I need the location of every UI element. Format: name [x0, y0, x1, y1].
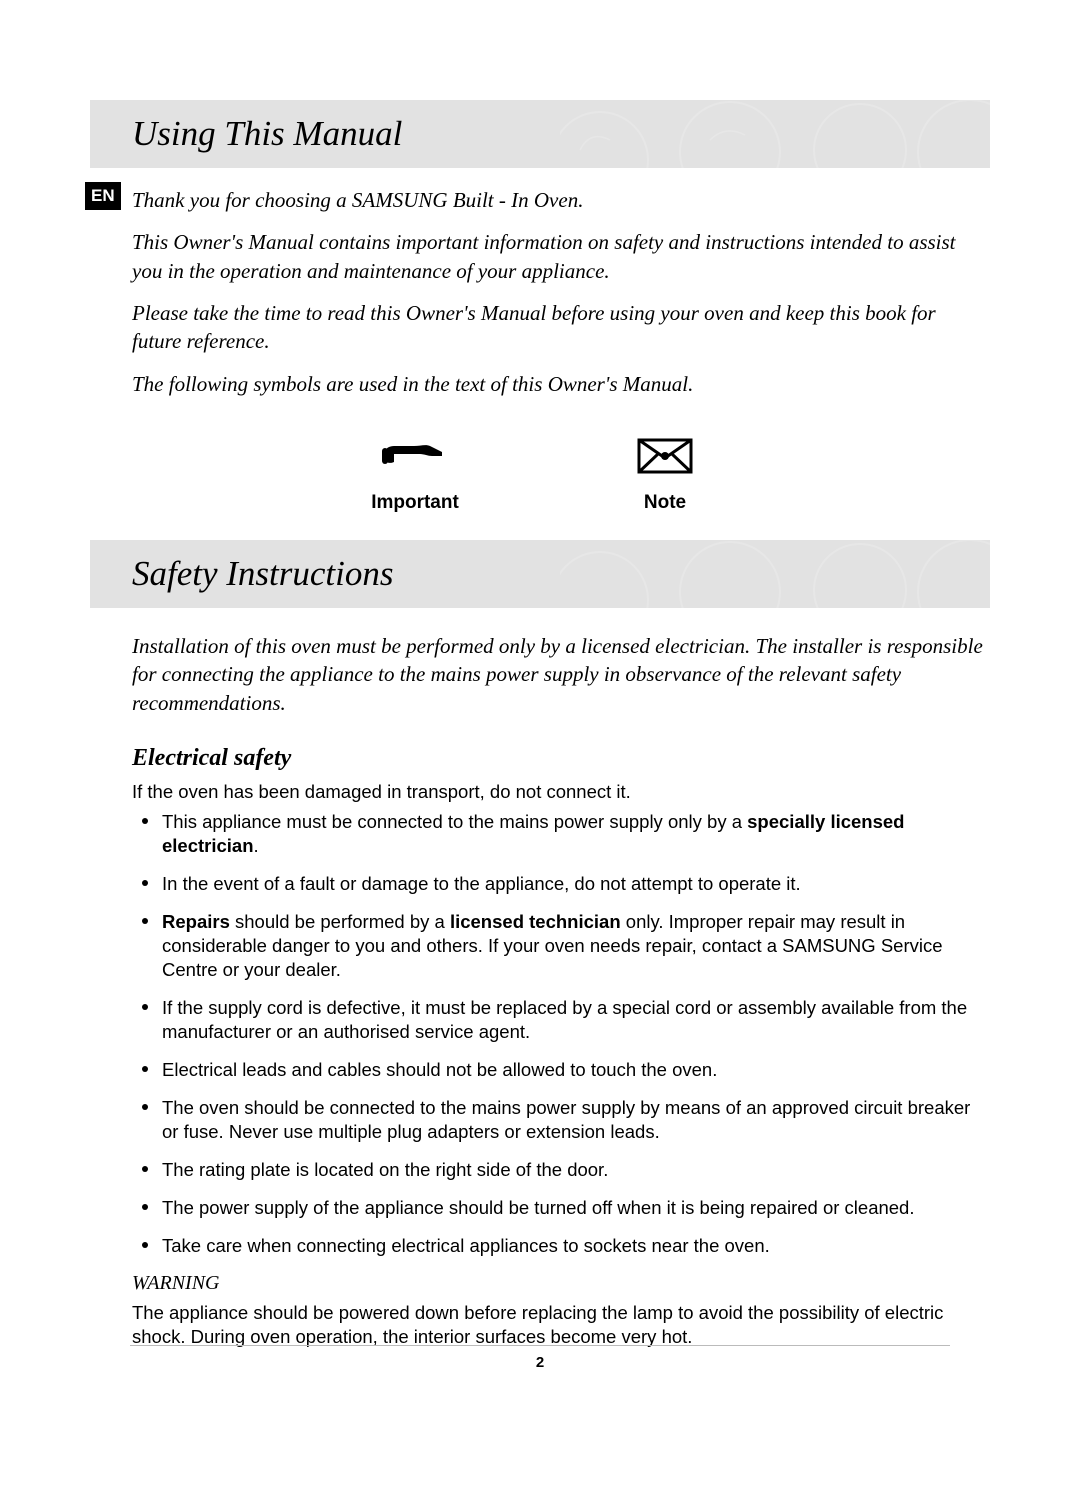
heading-decoration: [560, 100, 990, 168]
page-number: 2: [536, 1354, 544, 1371]
section-heading-text: Using This Manual: [132, 114, 402, 153]
list-item: The rating plate is located on the right…: [132, 1158, 990, 1182]
page-content: Using This Manual Thank you for choosing…: [90, 100, 990, 1355]
heading-decoration: [560, 540, 990, 608]
symbol-note: Note: [585, 430, 745, 514]
section-heading-using-manual: Using This Manual: [90, 100, 990, 168]
section-heading-safety: Safety Instructions: [90, 540, 990, 608]
list-item: Repairs should be performed by a license…: [132, 910, 990, 982]
list-item: In the event of a fault or damage to the…: [132, 872, 990, 896]
warning-label: WARNING: [132, 1272, 990, 1295]
list-item: The oven should be connected to the main…: [132, 1096, 990, 1144]
intro-block: Thank you for choosing a SAMSUNG Built -…: [132, 186, 990, 398]
envelope-icon: [585, 430, 745, 482]
symbols-row: Important Note: [90, 430, 990, 514]
symbol-important-label: Important: [335, 492, 495, 514]
intro-para-3: Please take the time to read this Owner'…: [132, 299, 990, 356]
list-item: This appliance must be connected to the …: [132, 810, 990, 858]
electrical-bullets: This appliance must be connected to the …: [132, 810, 990, 1259]
list-item: The power supply of the appliance should…: [132, 1196, 990, 1220]
safety-intro: Installation of this oven must be perfor…: [132, 632, 990, 717]
intro-para-4: The following symbols are used in the te…: [132, 370, 990, 398]
intro-para-1: Thank you for choosing a SAMSUNG Built -…: [132, 186, 990, 214]
list-item: If the supply cord is defective, it must…: [132, 996, 990, 1044]
pointing-hand-icon: [335, 430, 495, 482]
list-item: Take care when connecting electrical app…: [132, 1234, 990, 1258]
symbol-note-label: Note: [585, 492, 745, 514]
list-item: Electrical leads and cables should not b…: [132, 1058, 990, 1082]
symbol-important: Important: [335, 430, 495, 514]
electrical-safety-heading: Electrical safety: [132, 745, 990, 772]
intro-para-2: This Owner's Manual contains important i…: [132, 228, 990, 285]
warning-text: The appliance should be powered down bef…: [132, 1301, 990, 1348]
section-heading-text: Safety Instructions: [132, 554, 394, 593]
page-footer: 2: [130, 1345, 950, 1371]
electrical-lead: If the oven has been damaged in transpor…: [132, 780, 990, 804]
